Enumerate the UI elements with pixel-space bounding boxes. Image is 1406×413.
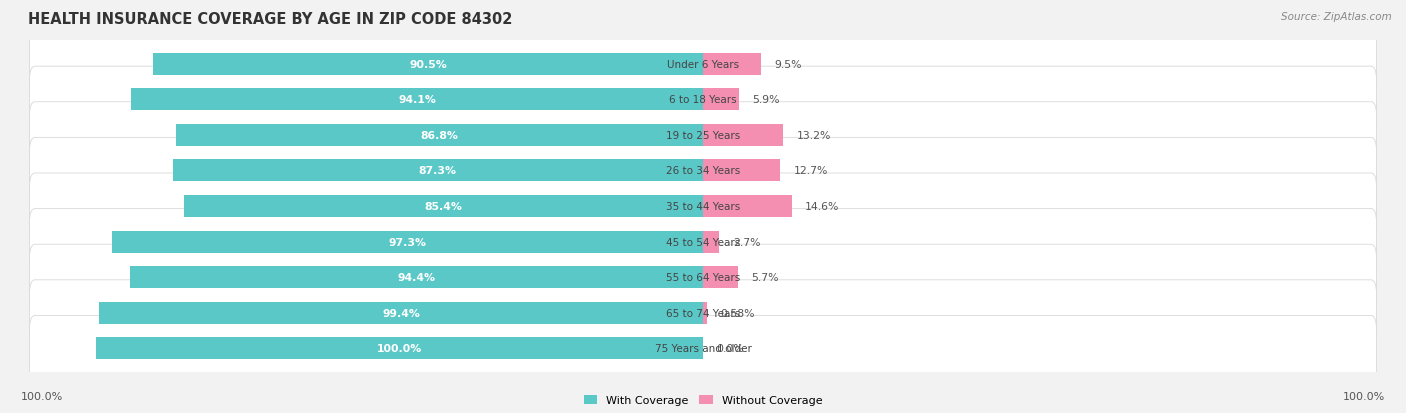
FancyBboxPatch shape bbox=[30, 138, 1376, 204]
Bar bbox=[703, 302, 707, 324]
Bar bbox=[703, 53, 761, 76]
Text: 26 to 34 Years: 26 to 34 Years bbox=[666, 166, 740, 176]
FancyBboxPatch shape bbox=[30, 31, 1376, 97]
Text: 5.7%: 5.7% bbox=[751, 273, 779, 282]
Bar bbox=[96, 337, 703, 360]
Text: 45 to 54 Years: 45 to 54 Years bbox=[666, 237, 740, 247]
Text: 55 to 64 Years: 55 to 64 Years bbox=[666, 273, 740, 282]
Bar bbox=[703, 195, 792, 218]
Bar bbox=[703, 89, 738, 111]
Bar bbox=[703, 124, 783, 147]
FancyBboxPatch shape bbox=[30, 209, 1376, 275]
Text: 99.4%: 99.4% bbox=[382, 308, 420, 318]
Text: 87.3%: 87.3% bbox=[419, 166, 457, 176]
FancyBboxPatch shape bbox=[30, 316, 1376, 382]
Text: 6 to 18 Years: 6 to 18 Years bbox=[669, 95, 737, 105]
FancyBboxPatch shape bbox=[30, 67, 1376, 133]
Text: 0.58%: 0.58% bbox=[720, 308, 755, 318]
Text: Under 6 Years: Under 6 Years bbox=[666, 59, 740, 69]
Bar bbox=[703, 266, 738, 289]
Bar bbox=[703, 160, 780, 182]
Text: 97.3%: 97.3% bbox=[388, 237, 426, 247]
Bar bbox=[703, 231, 720, 253]
Text: HEALTH INSURANCE COVERAGE BY AGE IN ZIP CODE 84302: HEALTH INSURANCE COVERAGE BY AGE IN ZIP … bbox=[28, 12, 513, 27]
Bar bbox=[184, 195, 703, 218]
Legend: With Coverage, Without Coverage: With Coverage, Without Coverage bbox=[582, 393, 824, 408]
Text: 94.1%: 94.1% bbox=[398, 95, 436, 105]
Text: 86.8%: 86.8% bbox=[420, 131, 458, 140]
FancyBboxPatch shape bbox=[30, 173, 1376, 240]
Text: 5.9%: 5.9% bbox=[752, 95, 780, 105]
Text: 94.4%: 94.4% bbox=[398, 273, 436, 282]
Text: Source: ZipAtlas.com: Source: ZipAtlas.com bbox=[1281, 12, 1392, 22]
Text: 35 to 44 Years: 35 to 44 Years bbox=[666, 202, 740, 211]
Text: 13.2%: 13.2% bbox=[797, 131, 831, 140]
Bar bbox=[112, 231, 703, 253]
Text: 100.0%: 100.0% bbox=[21, 392, 63, 401]
Text: 75 Years and older: 75 Years and older bbox=[655, 344, 751, 354]
Text: 2.7%: 2.7% bbox=[733, 237, 761, 247]
FancyBboxPatch shape bbox=[30, 244, 1376, 311]
Text: 19 to 25 Years: 19 to 25 Years bbox=[666, 131, 740, 140]
Bar bbox=[100, 302, 703, 324]
Text: 85.4%: 85.4% bbox=[425, 202, 463, 211]
Text: 9.5%: 9.5% bbox=[775, 59, 801, 69]
Bar bbox=[131, 89, 703, 111]
Bar bbox=[176, 124, 703, 147]
Text: 100.0%: 100.0% bbox=[1343, 392, 1385, 401]
Text: 14.6%: 14.6% bbox=[806, 202, 839, 211]
Text: 100.0%: 100.0% bbox=[377, 344, 422, 354]
Text: 12.7%: 12.7% bbox=[793, 166, 828, 176]
Bar bbox=[129, 266, 703, 289]
Bar bbox=[153, 53, 703, 76]
Bar bbox=[173, 160, 703, 182]
Text: 90.5%: 90.5% bbox=[409, 59, 447, 69]
Text: 65 to 74 Years: 65 to 74 Years bbox=[666, 308, 740, 318]
FancyBboxPatch shape bbox=[30, 280, 1376, 346]
Text: 0.0%: 0.0% bbox=[717, 344, 744, 354]
FancyBboxPatch shape bbox=[30, 102, 1376, 169]
